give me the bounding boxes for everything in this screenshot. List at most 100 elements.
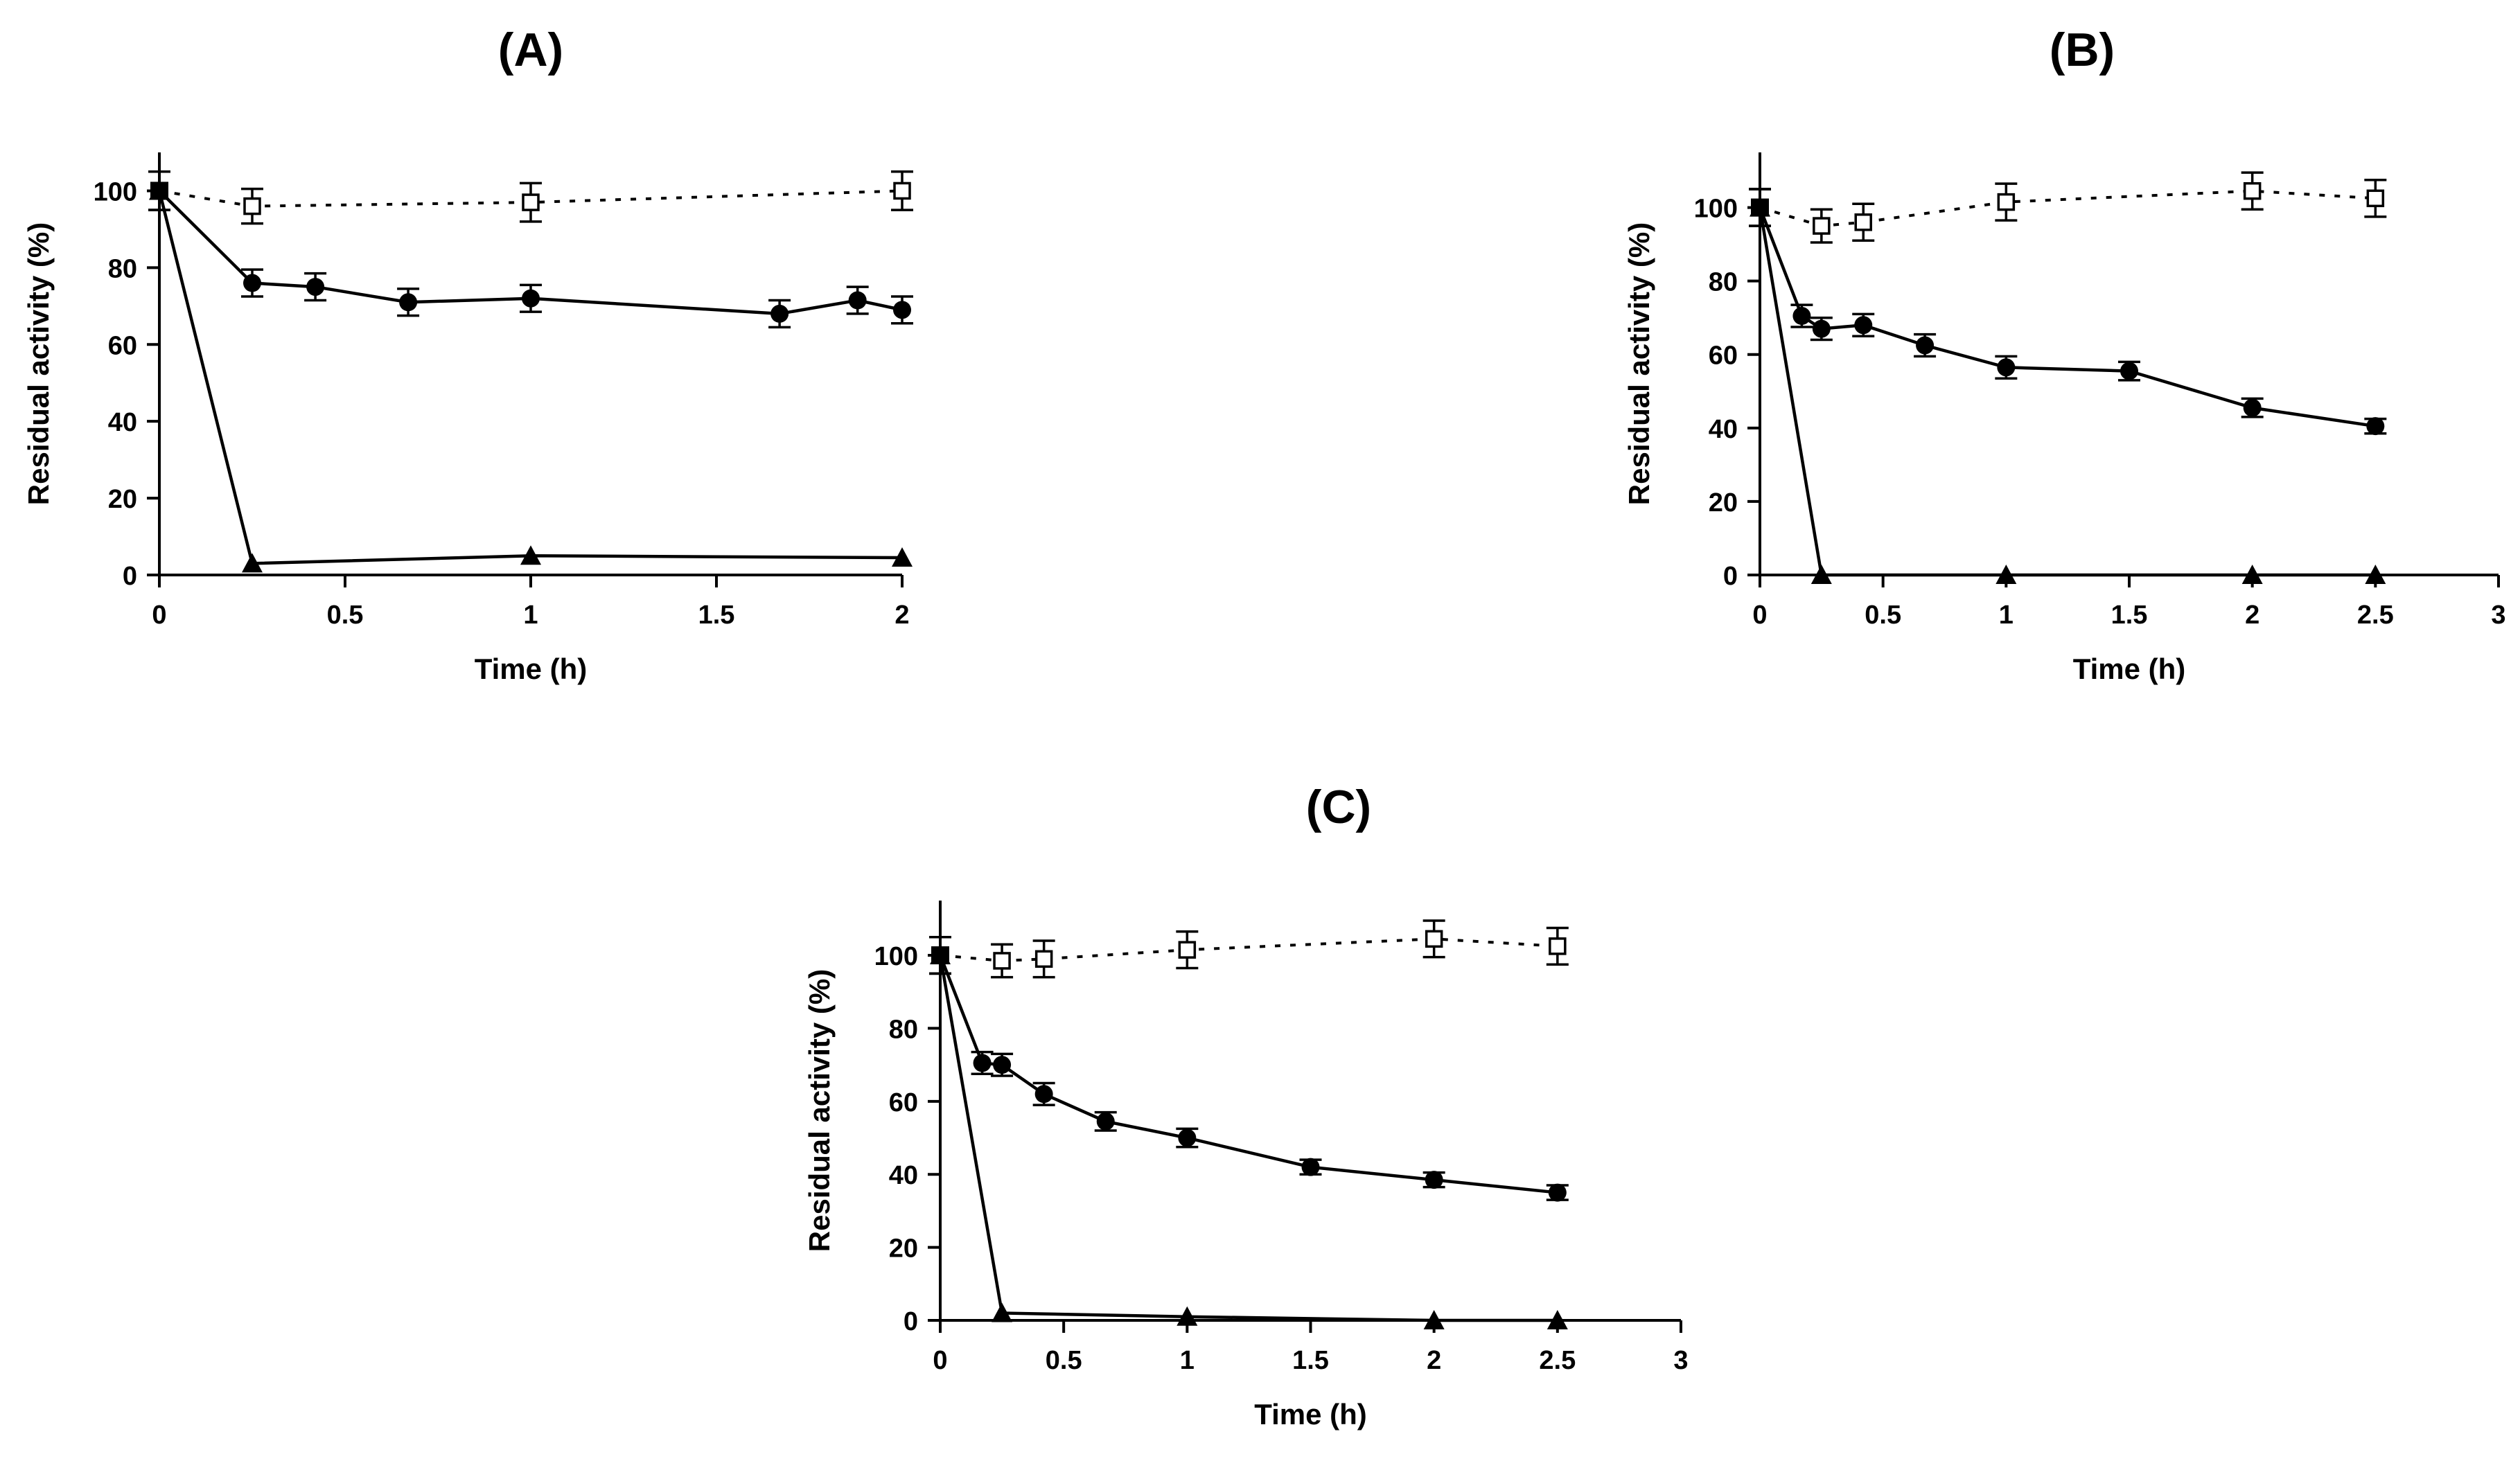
- data-point-circle: [993, 1056, 1012, 1074]
- data-point-square: [1425, 930, 1443, 948]
- x-tick-label: 0.5: [1046, 1346, 1082, 1375]
- data-point-square: [893, 181, 911, 200]
- x-tick-label: 2.5: [1539, 1346, 1576, 1375]
- y-tick-label: 60: [1709, 342, 1738, 371]
- data-point-circle: [1178, 1128, 1197, 1147]
- data-point-triangle: [992, 1302, 1013, 1322]
- y-tick-label: 0: [1723, 562, 1738, 591]
- data-point-circle: [1034, 1085, 1053, 1104]
- y-tick-label: 80: [1709, 268, 1738, 297]
- data-point-triangle: [930, 945, 951, 965]
- data-point-circle: [2366, 417, 2385, 436]
- x-tick-label: 3: [2491, 601, 2505, 630]
- data-point-triangle: [242, 553, 263, 573]
- x-tick-label: 3: [1673, 1346, 1688, 1375]
- data-point-square: [1813, 217, 1831, 235]
- x-tick-label: 1.5: [2111, 601, 2148, 630]
- data-point-circle: [2243, 398, 2262, 417]
- data-point-circle: [2120, 362, 2138, 380]
- data-point-square: [522, 193, 540, 211]
- y-tick-label: 40: [889, 1161, 918, 1190]
- data-point-circle: [1548, 1183, 1567, 1202]
- data-point-triangle: [149, 180, 170, 200]
- y-tick-label: 40: [108, 408, 137, 437]
- y-tick-label: 80: [889, 1015, 918, 1044]
- series-line: [158, 189, 903, 316]
- y-tick-label: 0: [904, 1307, 918, 1336]
- data-point-square: [1997, 193, 2016, 211]
- series-open-square: [929, 919, 1569, 979]
- panel-title: (B): [2050, 24, 2115, 76]
- x-tick-label: 1: [1999, 601, 2014, 630]
- x-tick-label: 1: [523, 601, 538, 630]
- series-line: [938, 955, 1558, 1194]
- panel-title: (A): [498, 24, 563, 76]
- series-filled-triangle: [929, 935, 1568, 1329]
- y-tick-label: 60: [108, 331, 137, 360]
- data-point-triangle: [520, 545, 541, 565]
- y-tick-label: 20: [108, 485, 137, 514]
- data-point-triangle: [1177, 1306, 1198, 1326]
- data-point-circle: [1425, 1171, 1443, 1189]
- data-point-circle: [1812, 319, 1831, 338]
- data-point-circle: [1792, 307, 1811, 326]
- x-tick-label: 0: [1752, 601, 1767, 630]
- x-tick-label: 1: [1180, 1346, 1195, 1375]
- y-tick-label: 40: [1709, 415, 1738, 444]
- x-tick-label: 0.5: [327, 601, 364, 630]
- x-axis-label: Time (h): [475, 653, 588, 685]
- y-tick-label: 60: [889, 1088, 918, 1117]
- series-line: [1758, 207, 2376, 577]
- data-point-triangle: [2241, 565, 2263, 584]
- data-point-circle: [1916, 336, 1935, 355]
- data-point-triangle: [2365, 565, 2386, 584]
- x-axis-label: Time (h): [1254, 1398, 1367, 1431]
- data-point-triangle: [1423, 1310, 1445, 1329]
- x-tick-label: 2: [1427, 1346, 1441, 1375]
- data-point-square: [1178, 941, 1197, 959]
- x-tick-label: 2: [2245, 601, 2259, 630]
- data-point-circle: [893, 301, 911, 319]
- data-point-triangle: [1995, 565, 2017, 584]
- panel-b: (B) 0 0.5 1 1.5 2 2.5 3 0 20 40 60 80 100 Time (h) Resi…: [1623, 24, 2506, 685]
- data-point-triangle: [892, 547, 913, 567]
- data-point-circle: [1301, 1158, 1320, 1176]
- y-tick-label: 100: [1694, 195, 1738, 224]
- x-tick-label: 1.5: [1292, 1346, 1329, 1375]
- y-tick-label: 100: [94, 177, 137, 206]
- data-point-square: [2243, 181, 2262, 200]
- series-open-square: [1749, 171, 2387, 244]
- data-point-circle: [848, 291, 867, 310]
- data-point-circle: [306, 278, 325, 296]
- y-tick-label: 80: [108, 254, 137, 283]
- x-tick-label: 1.5: [698, 601, 735, 630]
- y-tick-label: 0: [123, 562, 137, 591]
- data-point-circle: [973, 1054, 992, 1072]
- data-point-square: [1854, 213, 1872, 231]
- y-tick-label: 20: [889, 1234, 918, 1264]
- data-point-square: [1034, 950, 1053, 968]
- series-line: [157, 190, 903, 565]
- data-point-triangle: [1547, 1310, 1568, 1329]
- series-line: [159, 189, 903, 208]
- data-point-square: [243, 197, 261, 215]
- data-point-triangle: [1750, 197, 1770, 217]
- x-tick-label: 0: [152, 601, 166, 630]
- data-point-circle: [243, 274, 261, 292]
- data-point-square: [1549, 937, 1567, 955]
- y-tick-label: 100: [874, 942, 918, 971]
- data-point-triangle: [1810, 565, 1832, 584]
- data-point-circle: [1854, 316, 1873, 335]
- y-axis-label: Residual activity (%): [22, 222, 55, 505]
- series-filled-triangle: [1749, 188, 2386, 584]
- series-line: [1759, 189, 2376, 228]
- data-point-circle: [399, 293, 418, 312]
- panel-c: (C) 0 0.5 1 1.5 2 2.5 3 0 20 40 60 80 100 Time (h) Resi…: [803, 781, 1689, 1431]
- series-line: [940, 937, 1558, 962]
- x-tick-label: 0: [933, 1346, 947, 1375]
- x-tick-label: 2: [895, 601, 909, 630]
- y-axis-label: Residual activity (%): [803, 969, 836, 1252]
- x-axis-label: Time (h): [2073, 653, 2186, 685]
